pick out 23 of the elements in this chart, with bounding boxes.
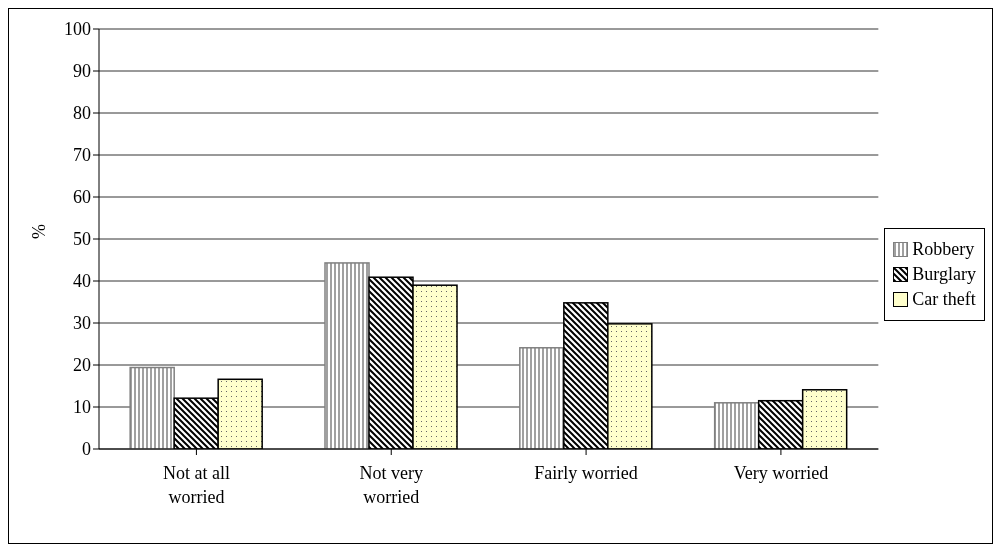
legend-label: Burglary — [912, 263, 976, 285]
x-tick-label: Very worried — [733, 463, 829, 483]
y-tick-label: 20 — [73, 355, 91, 376]
legend-label: Car theft — [912, 288, 976, 310]
y-tick-label: 70 — [73, 145, 91, 166]
y-tick-label: 100 — [64, 19, 91, 40]
y-axis-title: % — [29, 224, 50, 239]
x-tick-label: Not at all worried — [162, 463, 230, 507]
bar — [519, 347, 565, 449]
y-tick-label: 50 — [73, 229, 91, 250]
x-tick-label: Not very worried — [359, 463, 423, 507]
bar — [129, 366, 175, 449]
y-tick-label: 0 — [82, 439, 91, 460]
y-tick-label: 40 — [73, 271, 91, 292]
x-tick-label: Fairly worried — [534, 463, 638, 483]
y-tick-label: 80 — [73, 103, 91, 124]
y-tick-label: 30 — [73, 313, 91, 334]
bar — [324, 262, 370, 449]
y-tick-label: 90 — [73, 61, 91, 82]
y-tick-label: 60 — [73, 187, 91, 208]
legend-label: Robbery — [912, 238, 975, 260]
y-tick-label: 10 — [73, 397, 91, 418]
bar — [713, 402, 760, 449]
